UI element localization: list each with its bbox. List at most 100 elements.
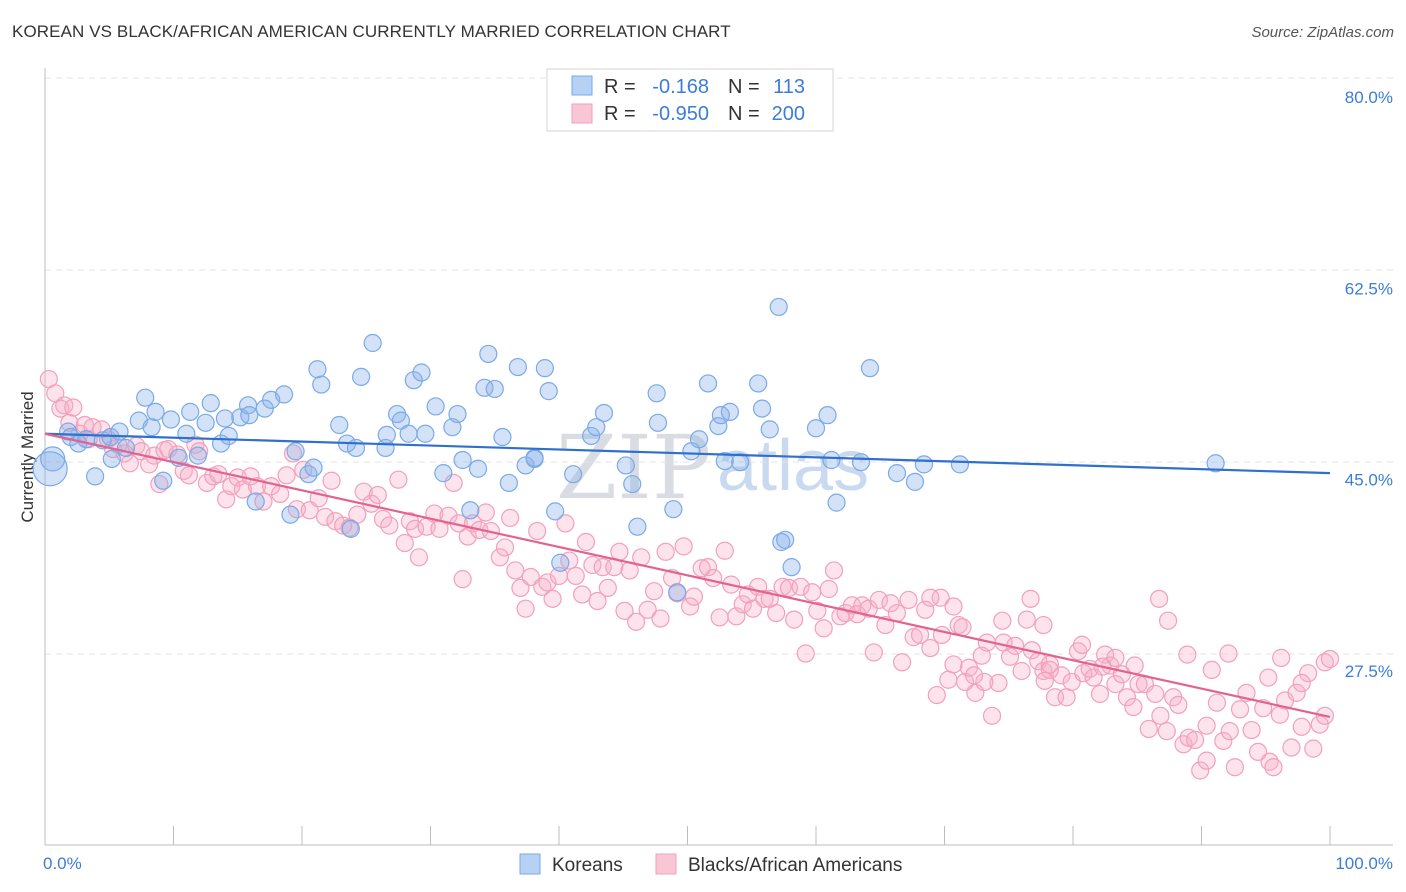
data-point-korean — [377, 425, 396, 444]
data-point-korean — [196, 413, 215, 432]
data-point-black — [864, 643, 883, 662]
stats-legend: R = -0.168 N = 113 R = -0.950 N = 200 — [546, 68, 834, 132]
data-point-black — [1191, 761, 1210, 780]
stats-legend-frame — [546, 68, 834, 132]
legend-n-label-koreans: N = — [728, 76, 760, 98]
data-point-korean — [782, 558, 801, 577]
data-point-black — [1207, 693, 1227, 712]
data-point-korean — [215, 409, 234, 428]
data-point-black — [1219, 644, 1238, 663]
data-point-korean — [648, 413, 668, 432]
data-point-black — [1304, 739, 1323, 758]
data-point-black — [1220, 722, 1239, 741]
legend-swatch-koreans — [571, 75, 593, 96]
data-point-black — [1124, 697, 1143, 717]
data-point-black — [368, 485, 387, 505]
grid-lines — [45, 77, 1393, 655]
data-point-black — [1202, 660, 1221, 680]
data-point-black — [322, 471, 341, 490]
data-point-black — [409, 548, 429, 567]
data-point-korean — [860, 359, 880, 378]
data-point-korean — [752, 399, 772, 418]
data-point-korean — [594, 403, 614, 423]
data-point-black — [644, 582, 664, 601]
data-point-black — [495, 538, 515, 557]
data-point-black — [1225, 758, 1245, 777]
data-point-black — [1090, 684, 1110, 704]
data-point-korean — [668, 583, 687, 602]
data-point-black — [755, 589, 774, 608]
data-point-korean — [352, 367, 371, 386]
data-point-korean — [142, 418, 161, 437]
trend-line-koreans — [44, 432, 1331, 475]
legend-n-value-koreans: 113 — [773, 76, 805, 98]
data-point-black — [1158, 611, 1178, 630]
data-point-black — [993, 611, 1012, 630]
x-tick-label-min: 0.0% — [43, 854, 82, 873]
data-point-korean — [161, 410, 181, 429]
data-point-black — [506, 561, 525, 580]
data-point-black — [1197, 751, 1216, 770]
data-point-black — [598, 578, 617, 598]
chart-title: KOREAN VS BLACK/AFRICAN AMERICAN CURRENT… — [12, 22, 731, 41]
data-point-korean — [286, 442, 305, 461]
data-point-black — [1146, 684, 1165, 704]
data-point-black — [1034, 615, 1053, 635]
data-point-black — [1292, 717, 1311, 736]
data-point-korean — [201, 394, 220, 413]
data-point-korean — [715, 451, 734, 471]
data-point-korean — [851, 453, 871, 472]
data-point-korean — [246, 492, 265, 511]
data-point-korean — [110, 422, 129, 441]
legend-r-value-black: -0.950 — [652, 103, 709, 125]
data-point-black — [944, 655, 963, 674]
data-point-korean — [281, 505, 300, 524]
data-point-korean — [905, 472, 925, 491]
data-point-black — [953, 618, 972, 637]
data-point-korean — [1206, 454, 1225, 473]
y-tick-label: 45.0% — [1345, 471, 1393, 490]
data-point-korean — [308, 360, 327, 379]
data-point-black — [1310, 715, 1329, 734]
data-point-korean — [587, 418, 606, 437]
data-point-korean — [508, 357, 527, 377]
data-point-korean — [546, 502, 565, 521]
data-point-korean — [760, 420, 779, 439]
data-point-black — [1248, 742, 1268, 762]
data-point-black — [916, 600, 935, 619]
data-point-black — [791, 577, 810, 596]
data-point-black — [814, 619, 833, 638]
data-point-korean — [535, 359, 554, 378]
data-point-black — [538, 573, 557, 592]
legend-n-label-black: N = — [728, 103, 760, 125]
data-point-black — [927, 685, 946, 705]
data-point-black — [931, 588, 950, 607]
data-point-black — [1021, 589, 1040, 608]
watermark-atlas: atlas — [717, 426, 869, 506]
y-tick-labels: 80.0% 62.5% 45.0% 27.5% — [1345, 88, 1393, 681]
data-point-black — [733, 595, 752, 614]
data-point-black — [892, 653, 912, 672]
data-point-korean — [219, 426, 238, 446]
data-point-black — [1185, 730, 1205, 749]
data-point-korean — [330, 415, 349, 435]
data-point-korean — [32, 451, 68, 487]
data-point-korean — [950, 455, 970, 474]
data-point-black — [1230, 700, 1250, 719]
data-point-black — [439, 506, 458, 525]
data-point-black — [300, 501, 319, 520]
data-point-korean — [453, 450, 472, 470]
data-point-black — [819, 579, 838, 599]
data-point-korean — [525, 449, 544, 468]
data-point-black — [373, 509, 393, 529]
data-point-korean — [416, 424, 435, 443]
data-point-black — [395, 533, 414, 553]
data-point-black — [1320, 649, 1340, 669]
data-point-black — [566, 566, 585, 585]
data-point-black — [1299, 664, 1318, 683]
source-credit: Source: ZipAtlas.com — [1251, 24, 1394, 41]
data-point-black — [1282, 738, 1301, 757]
data-point-black — [254, 492, 273, 511]
data-point-black — [1139, 719, 1158, 739]
